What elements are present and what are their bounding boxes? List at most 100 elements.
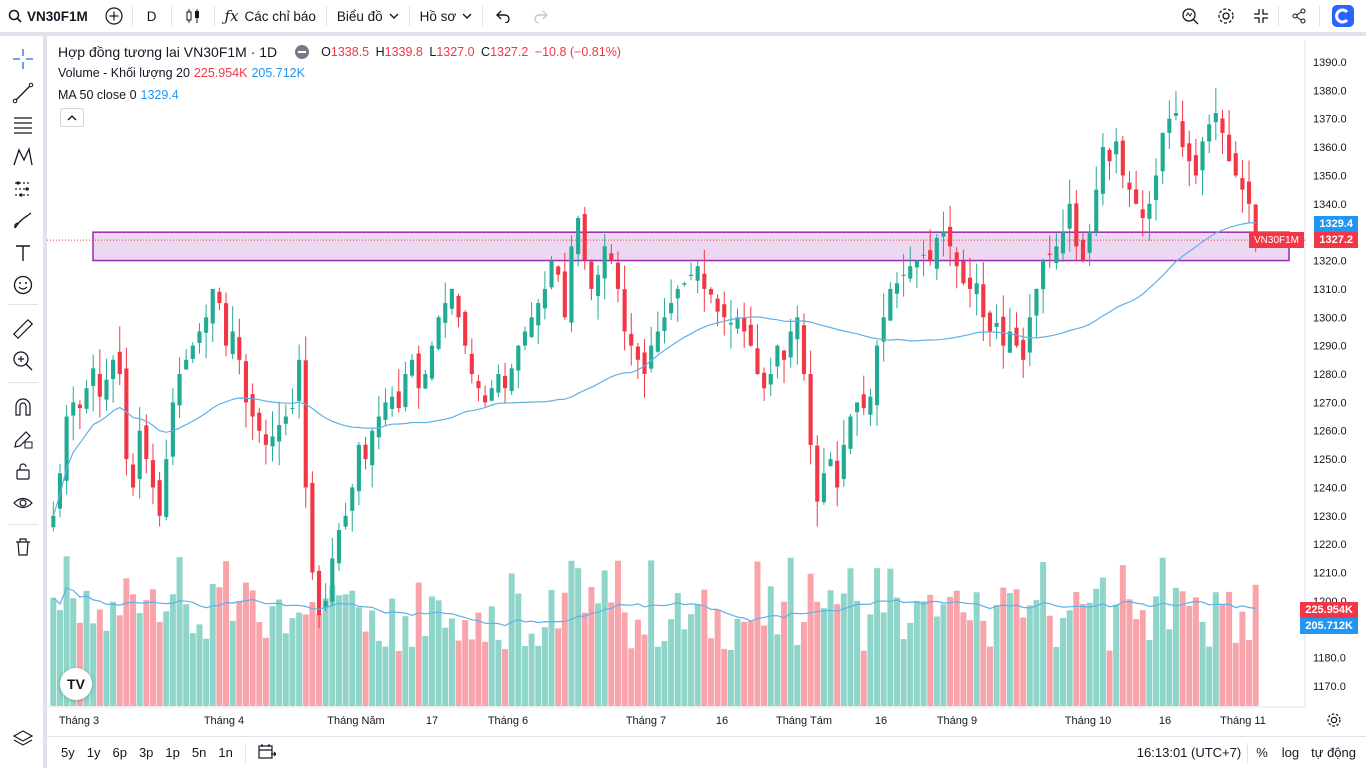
volume-bar [1066,610,1073,706]
zoom-tool[interactable] [10,348,36,374]
candle-body [589,261,594,289]
volume-bar [1046,615,1053,706]
redo-button[interactable] [523,0,559,32]
text-icon [16,245,30,261]
candle-body [1246,181,1252,204]
range-button-3p[interactable]: 3p [138,745,154,760]
brush-tool[interactable] [10,208,36,234]
volume-bar [163,611,170,706]
volume-bar [521,646,528,706]
undo-button[interactable] [483,0,523,32]
log-toggle[interactable]: log [1281,745,1300,760]
collapse-icon [1254,9,1268,23]
visibility-tool[interactable] [10,490,36,516]
candle-body [1240,178,1245,190]
quick-search-button[interactable] [1172,0,1208,32]
price-chart[interactable]: 1390.01380.01370.01360.01350.01340.01330… [47,40,1366,740]
price-tick-label: 1310.0 [1313,284,1347,296]
interval-button[interactable]: D [133,0,171,32]
price-tick-label: 1290.0 [1313,341,1347,353]
text-tool[interactable] [10,240,36,266]
volume-bar [827,590,834,706]
range-button-1y[interactable]: 1y [86,745,101,760]
lock-icon [16,463,30,480]
auto-toggle[interactable]: tự động [1311,745,1356,760]
divider [408,6,410,26]
clock[interactable]: 16:13:01 (UTC+7) [1136,745,1242,760]
range-button-5y[interactable]: 5y [61,745,75,760]
axis-settings-button[interactable] [1326,712,1342,731]
symbol-search[interactable]: VN30F1M [0,0,96,32]
candle-body [1034,288,1039,316]
volume-bar [1106,650,1113,706]
candle-body [522,331,528,346]
range-button-5n[interactable]: 5n [191,745,207,760]
candle-body [502,375,508,389]
crosshair-tool[interactable] [10,46,36,72]
range-button-1p[interactable]: 1p [165,745,180,760]
candle-body [1107,149,1112,162]
legend-toggle-icon[interactable] [295,45,310,59]
volume-bar [581,612,588,706]
volume-bar [1000,587,1007,706]
drawing-mode-tool[interactable] [10,426,36,452]
candle-body [841,444,846,480]
candle-body [948,226,953,247]
chart-layout-label: Biểu đồ [336,8,383,24]
volume-bar [1133,619,1140,706]
share-button[interactable] [1279,0,1319,32]
price-tick-label: 1250.0 [1313,454,1347,466]
percent-toggle[interactable]: % [1256,745,1268,760]
fib-tool[interactable] [10,112,36,138]
volume-bar [422,636,429,706]
volume-bar [1079,604,1086,706]
trend-line-tool[interactable] [10,80,36,106]
lock-tool[interactable] [10,458,36,484]
volume-bar [847,568,854,706]
volume-bar [734,619,741,706]
candle-body [316,570,322,616]
gear-icon [1327,713,1341,727]
volume-bar [721,648,728,706]
magnet-icon [15,398,31,416]
delete-tool[interactable] [10,534,36,560]
crosshair-icon [13,49,33,69]
volume-bar [342,594,349,706]
price-tick-label: 1350.0 [1313,170,1347,182]
legend-collapse-button[interactable] [60,108,84,127]
volume-bar [967,620,974,706]
candle-body [363,444,368,460]
add-symbol-button[interactable] [96,0,132,32]
range-button-6p[interactable]: 6p [112,745,127,760]
volume-bar [203,638,210,706]
range-button-1n[interactable]: 1n [218,745,233,760]
date-range-button[interactable] [252,743,282,762]
volume-bar [794,644,801,706]
tradingview-logo[interactable]: TV [60,668,92,700]
brand-logo[interactable] [1320,0,1366,32]
magnet-tool[interactable] [10,394,36,420]
candle-body [463,311,468,346]
fullscreen-button[interactable] [1244,0,1278,32]
prediction-tool[interactable] [10,176,36,202]
candle-body [874,345,880,406]
volume-bar [548,590,555,706]
chart-layout-button[interactable]: Biểu đồ [327,0,409,32]
candle-body [781,350,787,360]
indicators-button[interactable]: ƒx Các chỉ báo [215,0,326,32]
volume-bar [661,641,668,706]
volume-bar [694,604,701,706]
chevron-up-icon [67,114,77,120]
volume-bar [933,616,940,706]
pattern-tool[interactable] [10,144,36,170]
emoji-tool[interactable] [10,272,36,298]
measure-tool[interactable] [10,316,36,342]
settings-button[interactable] [1208,0,1244,32]
volume-bar [229,620,236,706]
volume-bar [880,612,887,706]
profile-button[interactable]: Hồ sơ [410,0,483,32]
volume-bar [634,619,641,706]
object-tree-tool[interactable] [10,726,36,752]
chart-type-button[interactable] [172,0,214,32]
volume-tag: 225.954K [1300,602,1358,618]
